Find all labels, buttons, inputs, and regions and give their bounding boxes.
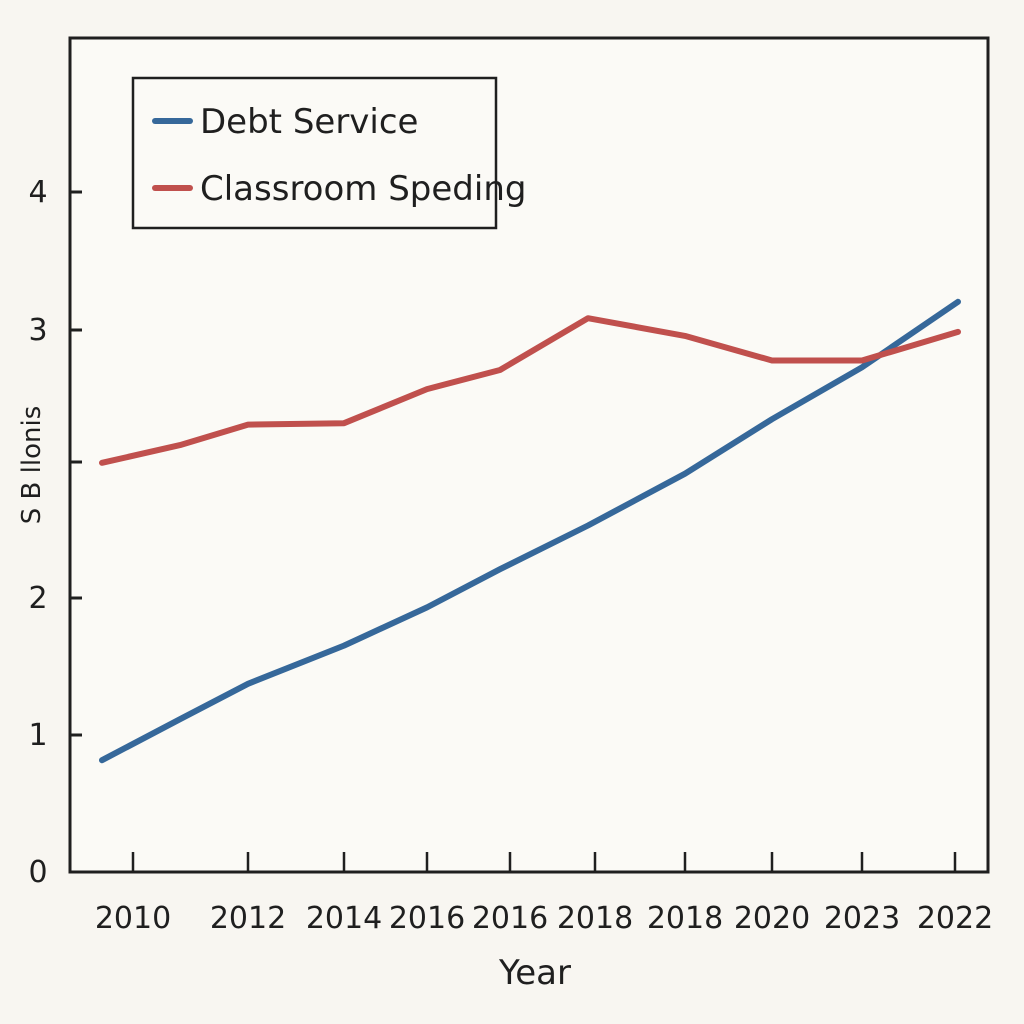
x-axis-ticks: 2010 2012 2014 2016 2016 2018 2018 2020 2023 2022 [95,852,993,936]
y-tick-label: 1 [28,718,47,753]
y-tick-label: 2 [28,581,47,616]
series-lines [99,298,961,764]
x-tick-label: 2016 [389,901,465,936]
x-tick-label: 2022 [917,901,993,936]
legend-box [131,76,498,230]
legend: Debt Service Classroom Speding [131,76,526,230]
x-axis-title: Year [498,953,571,993]
x-tick-label: 2018 [647,901,723,936]
legend-label-classroom-speding: Classroom Speding [200,169,526,209]
x-tick-label: 2020 [734,901,810,936]
y-axis-title: S B llonis [17,406,47,524]
y-tick-label: 4 [28,175,47,210]
x-tick-label: 2016 [472,901,548,936]
x-tick-label: 2023 [824,901,900,936]
y-tick-label: 0 [28,855,47,890]
x-tick-label: 2018 [557,901,633,936]
x-tick-label: 2014 [306,901,382,936]
x-tick-label: 2010 [95,901,171,936]
y-axis-ticks: 0 1 2 3 4 [28,175,82,890]
legend-label-debt-service: Debt Service [200,102,418,142]
y-tick-label: 3 [28,313,47,348]
x-tick-label: 2012 [210,901,286,936]
